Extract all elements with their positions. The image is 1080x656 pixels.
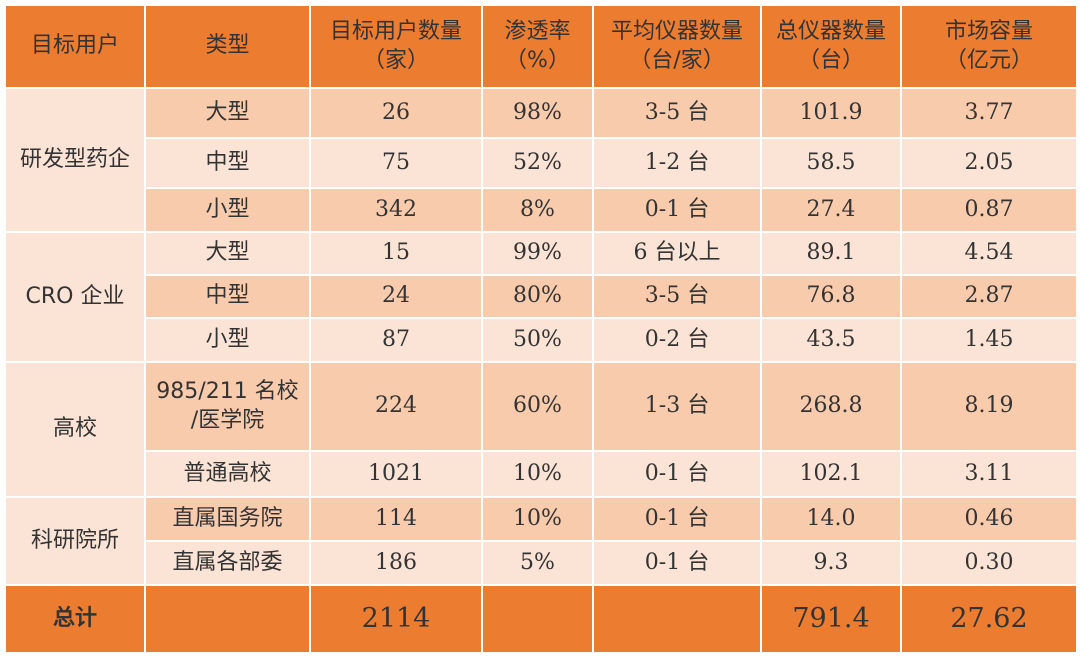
header-market-capacity: 市场容量 （亿元） — [900, 4, 1078, 89]
cell-penetration: 5% — [481, 540, 594, 586]
market-capacity-table: 目标用户 类型 目标用户数量 （家） 渗透率 （%） 平均仪器数量 （台/家） 总仪器… — [4, 4, 1078, 654]
table-row: 普通高校 1021 10% 0-1 台 102.1 3.11 — [5, 450, 1078, 498]
cell-total: 101.9 — [760, 87, 902, 139]
cell-market: 3.11 — [900, 450, 1078, 498]
cell-users: 342 — [309, 187, 483, 233]
cell-avg: 0-1 台 — [592, 496, 762, 542]
table-row: 直属各部委 186 5% 0-1 台 9.3 0.30 — [5, 540, 1078, 586]
cell-penetration: 52% — [481, 137, 594, 189]
cell-avg: 1-2 台 — [592, 137, 762, 189]
cell-avg: 0-2 台 — [592, 317, 762, 363]
cell-users: 26 — [309, 87, 483, 139]
header-avg-instruments: 平均仪器数量 （台/家） — [592, 4, 762, 89]
cell-users: 87 — [309, 317, 483, 363]
table-row: 研发型药企 大型 26 98% 3-5 台 101.9 3.77 — [4, 87, 1078, 233]
table-row: CRO 企业 大型 15 99% 6 台以上 89.1 4.54 — [4, 231, 1078, 363]
cell-total: 43.5 — [760, 317, 902, 363]
cell-market: 0.46 — [900, 496, 1078, 542]
cell-total: 89.1 — [760, 231, 902, 276]
cell-market: 4.54 — [900, 231, 1078, 276]
cell-avg: 3-5 台 — [592, 274, 762, 319]
cell-type: 985/211 名校/医学院 — [144, 361, 311, 452]
cell-market: 0.30 — [900, 540, 1078, 586]
cell-penetration: 80% — [481, 274, 594, 319]
cell-market: 1.45 — [900, 317, 1078, 363]
table-row: 中型 75 52% 1-2 台 58.5 2.05 — [5, 137, 1078, 189]
cell-avg: 3-5 台 — [592, 87, 762, 139]
cell-avg: 0-1 台 — [592, 540, 762, 586]
cell-total: 9.3 — [760, 540, 902, 586]
cell-avg: 0-1 台 — [592, 187, 762, 233]
table-row: 中型 24 80% 3-5 台 76.8 2.87 — [5, 274, 1078, 319]
total-empty-penetration — [481, 584, 594, 654]
cell-market: 2.05 — [900, 137, 1078, 189]
cell-penetration: 10% — [481, 450, 594, 498]
cell-penetration: 98% — [481, 87, 594, 139]
cell-penetration: 99% — [481, 231, 594, 276]
cell-type: 普通高校 — [144, 450, 311, 498]
cell-total: 102.1 — [760, 450, 902, 498]
cell-users: 24 — [309, 274, 483, 319]
header-target-users: 目标用户 — [4, 4, 146, 89]
cell-type: 中型 — [144, 137, 311, 189]
cell-market: 8.19 — [900, 361, 1078, 452]
cell-penetration: 50% — [481, 317, 594, 363]
cell-avg: 1-3 台 — [592, 361, 762, 452]
total-label: 总计 — [4, 584, 146, 654]
total-empty-avg — [592, 584, 762, 654]
total-empty-type — [144, 584, 311, 654]
cell-users: 15 — [309, 231, 483, 276]
cell-users: 75 — [309, 137, 483, 189]
cell-total: 58.5 — [760, 137, 902, 189]
cell-avg: 0-1 台 — [592, 450, 762, 498]
cell-penetration: 8% — [481, 187, 594, 233]
group-pharma: 研发型药企 — [4, 87, 146, 233]
table-row: 科研院所 直属国务院 114 10% 0-1 台 14.0 0.46 — [4, 496, 1078, 586]
cell-type: 大型 — [144, 231, 311, 276]
cell-type: 小型 — [144, 187, 311, 233]
cell-users: 186 — [309, 540, 483, 586]
total-users: 2114 — [309, 584, 483, 654]
total-instruments: 791.4 — [760, 584, 902, 654]
cell-users: 1021 — [309, 450, 483, 498]
cell-total: 268.8 — [760, 361, 902, 452]
cell-type: 小型 — [144, 317, 311, 363]
cell-penetration: 60% — [481, 361, 594, 452]
cell-market: 3.77 — [900, 87, 1078, 139]
cell-users: 114 — [309, 496, 483, 542]
group-cro: CRO 企业 — [4, 231, 146, 363]
cell-total: 76.8 — [760, 274, 902, 319]
total-row: 总计 2114 791.4 27.62 — [4, 584, 1078, 654]
cell-type: 直属各部委 — [144, 540, 311, 586]
header-user-count: 目标用户数量 （家） — [309, 4, 483, 89]
header-penetration: 渗透率 （%） — [481, 4, 594, 89]
cell-market: 2.87 — [900, 274, 1078, 319]
table-row: 高校 985/211 名校/医学院 224 60% 1-3 台 268.8 8.… — [4, 361, 1078, 498]
cell-total: 14.0 — [760, 496, 902, 542]
total-market: 27.62 — [900, 584, 1078, 654]
cell-market: 0.87 — [900, 187, 1078, 233]
cell-penetration: 10% — [481, 496, 594, 542]
header-total-instruments: 总仪器数量 （台） — [760, 4, 902, 89]
cell-total: 27.4 — [760, 187, 902, 233]
cell-type: 中型 — [144, 274, 311, 319]
cell-users: 224 — [309, 361, 483, 452]
table-row: 小型 87 50% 0-2 台 43.5 1.45 — [5, 317, 1078, 363]
header-row: 目标用户 类型 目标用户数量 （家） 渗透率 （%） 平均仪器数量 （台/家） 总仪器… — [4, 4, 1078, 89]
cell-avg: 6 台以上 — [592, 231, 762, 276]
cell-type: 直属国务院 — [144, 496, 311, 542]
group-institute: 科研院所 — [4, 496, 146, 586]
table-row: 小型 342 8% 0-1 台 27.4 0.87 — [5, 187, 1078, 233]
cell-type: 大型 — [144, 87, 311, 139]
header-type: 类型 — [144, 4, 311, 89]
group-university: 高校 — [4, 361, 146, 498]
